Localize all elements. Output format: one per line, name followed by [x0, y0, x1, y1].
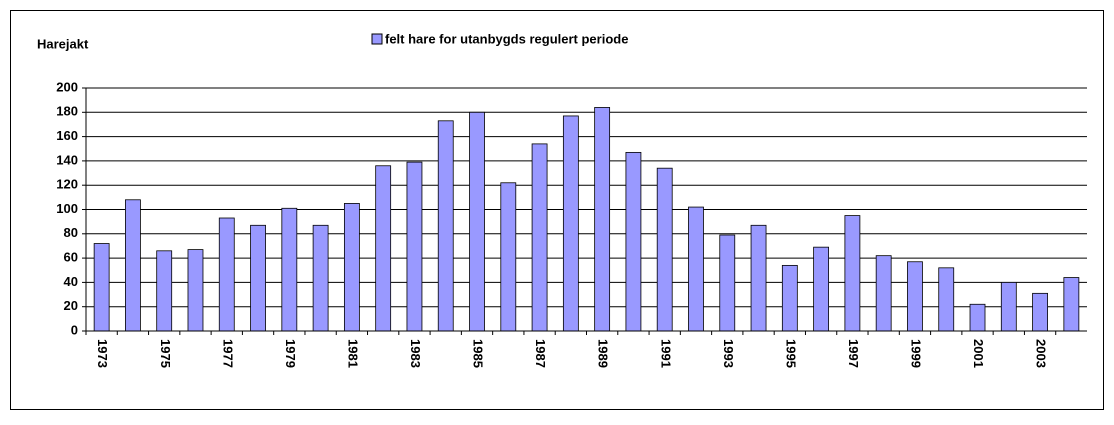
x-tick-label: 1973 — [95, 339, 110, 368]
bar — [469, 111, 485, 332]
bar — [125, 199, 141, 332]
y-tick-label: 200 — [56, 79, 78, 94]
y-tick-label: 80 — [64, 225, 78, 240]
bar — [1063, 277, 1080, 332]
bar — [375, 165, 392, 332]
bar — [907, 261, 923, 332]
bar — [250, 224, 266, 332]
bar — [1032, 292, 1048, 332]
x-tick-label: 1981 — [345, 339, 360, 368]
x-tick-label: 1997 — [846, 339, 861, 368]
bar — [218, 217, 235, 332]
bar — [406, 161, 423, 332]
chart-title: Harejakt — [37, 36, 89, 51]
x-tick-label: 1983 — [408, 339, 423, 368]
x-tick-label: 1985 — [471, 339, 486, 368]
legend-swatch — [371, 33, 383, 45]
y-tick-label: 100 — [56, 201, 78, 216]
y-tick-label: 120 — [56, 177, 78, 192]
bar — [656, 167, 673, 332]
x-tick-label: 1987 — [533, 339, 548, 368]
bar — [969, 303, 986, 332]
bar — [437, 120, 454, 332]
bar — [813, 246, 830, 332]
y-tick-label: 40 — [64, 274, 78, 289]
bar — [562, 115, 579, 332]
bar — [531, 143, 548, 332]
bar — [594, 107, 611, 332]
bar — [156, 250, 173, 332]
bar — [281, 207, 298, 332]
bar — [781, 264, 798, 332]
x-tick-label: 2003 — [1034, 339, 1049, 368]
y-tick-label: 20 — [64, 298, 78, 313]
x-tick-label: 1995 — [783, 339, 798, 368]
bar — [312, 224, 329, 332]
y-tick-label: 180 — [56, 104, 78, 119]
y-tick-label: 0 — [71, 322, 78, 337]
bar — [187, 249, 204, 332]
x-tick-label: 1975 — [158, 339, 173, 368]
bar — [500, 182, 517, 332]
y-tick-label: 160 — [56, 128, 78, 143]
bar — [750, 224, 767, 332]
x-tick-label: 1991 — [658, 339, 673, 368]
x-tick-label: 1979 — [283, 339, 298, 368]
bar — [1000, 281, 1017, 332]
x-tick-label: 1989 — [596, 339, 611, 368]
bar — [875, 255, 892, 332]
bar — [343, 203, 360, 332]
bar — [625, 151, 642, 332]
x-tick-label: 1977 — [220, 339, 235, 368]
x-tick-label: 1993 — [721, 339, 736, 368]
bar — [719, 234, 736, 332]
bar — [93, 243, 110, 332]
y-tick-label: 60 — [64, 250, 78, 265]
y-tick-label: 140 — [56, 152, 78, 167]
legend-label: felt hare for utanbygds regulert periode — [385, 31, 628, 46]
bar — [688, 206, 704, 332]
bar — [844, 215, 861, 332]
x-tick-label: 2001 — [971, 339, 986, 368]
bar — [938, 267, 955, 332]
x-tick-label: 1999 — [909, 339, 924, 368]
